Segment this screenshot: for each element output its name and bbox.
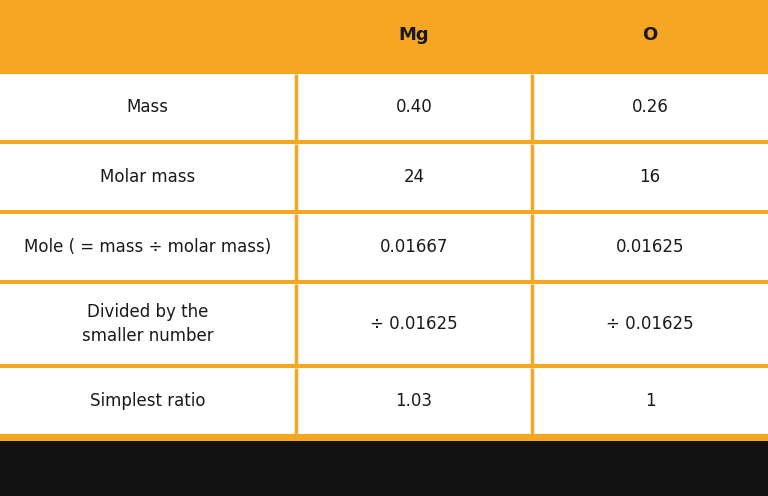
- Text: Mg: Mg: [399, 26, 429, 44]
- Text: 16: 16: [640, 168, 660, 186]
- Text: 1.03: 1.03: [396, 392, 432, 410]
- Text: 1: 1: [645, 392, 655, 410]
- Text: 24: 24: [403, 168, 425, 186]
- Bar: [0, 0, 768, 70]
- Text: 0.01667: 0.01667: [379, 238, 449, 256]
- Text: Mass: Mass: [127, 98, 169, 116]
- Bar: [0, 144, 768, 210]
- Bar: [0, 441, 768, 496]
- Text: O: O: [643, 26, 657, 44]
- Text: 0.40: 0.40: [396, 98, 432, 116]
- Text: ÷ 0.01625: ÷ 0.01625: [606, 315, 694, 333]
- Bar: [0, 214, 768, 280]
- Text: Molar mass: Molar mass: [100, 168, 196, 186]
- Bar: [0, 74, 768, 140]
- Bar: [0, 284, 768, 364]
- Bar: [0, 438, 768, 441]
- Text: ÷ 0.01625: ÷ 0.01625: [370, 315, 458, 333]
- Text: Divided by the
smaller number: Divided by the smaller number: [82, 303, 214, 345]
- Text: Mole ( = mass ÷ molar mass): Mole ( = mass ÷ molar mass): [25, 238, 271, 256]
- Text: Simplest ratio: Simplest ratio: [90, 392, 206, 410]
- Text: 0.26: 0.26: [631, 98, 669, 116]
- Text: 0.01625: 0.01625: [616, 238, 684, 256]
- Bar: [0, 368, 768, 434]
